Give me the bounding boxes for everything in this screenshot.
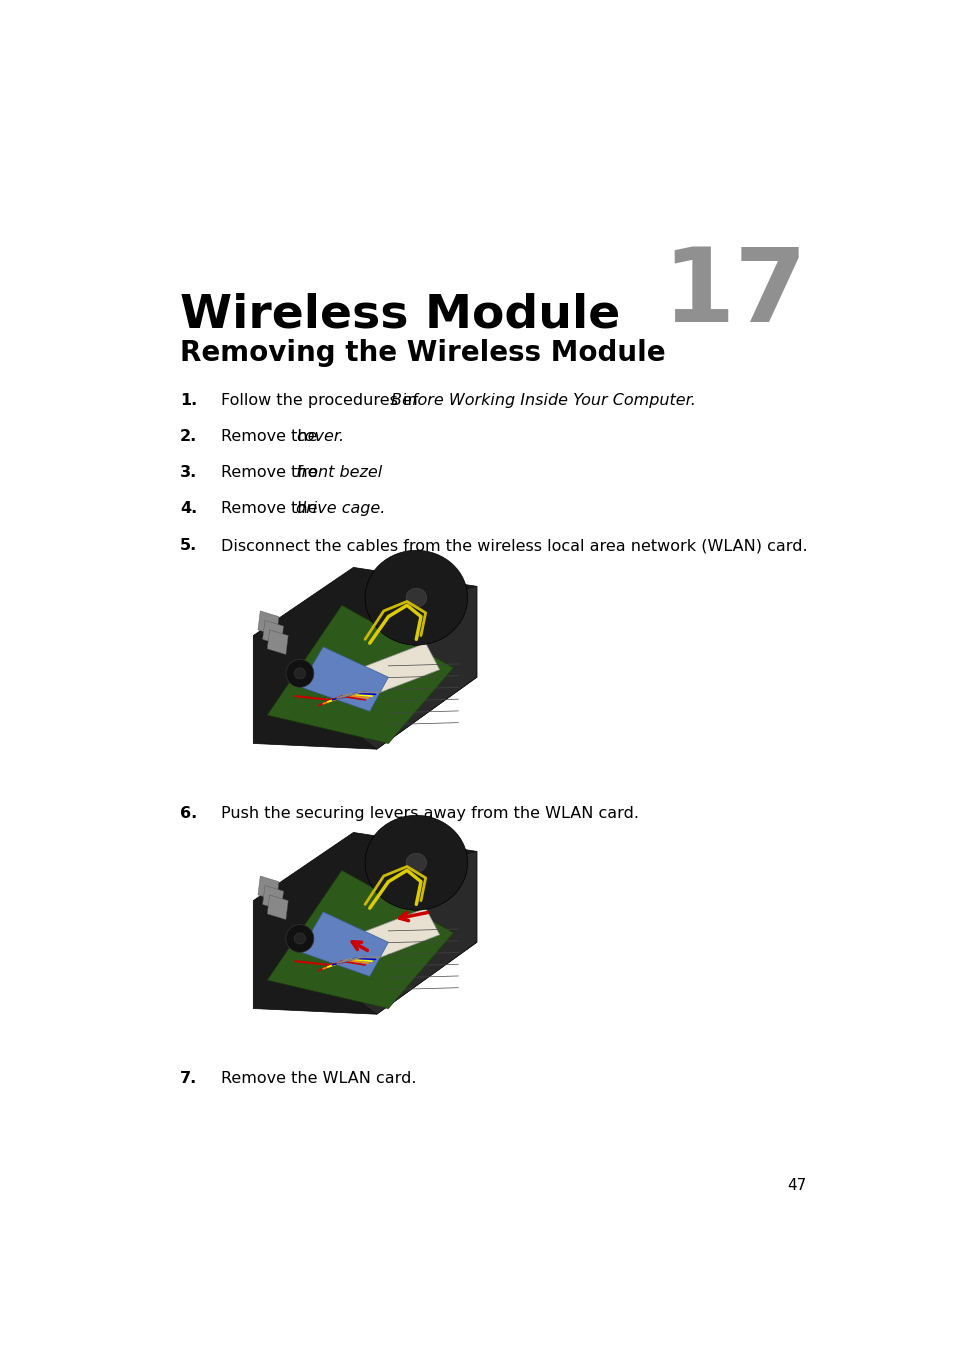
Ellipse shape [365,816,467,910]
Text: 5.: 5. [180,538,197,553]
Polygon shape [267,605,453,743]
Polygon shape [257,876,278,900]
Polygon shape [346,643,439,699]
Text: 6.: 6. [180,806,197,821]
Text: Follow the procedures in: Follow the procedures in [221,393,423,408]
Ellipse shape [406,854,426,873]
Polygon shape [330,586,476,749]
Text: Push the securing levers away from the WLAN card.: Push the securing levers away from the W… [221,806,639,821]
Ellipse shape [365,550,467,645]
Polygon shape [267,870,453,1008]
Text: Remove the: Remove the [221,500,322,515]
Text: Remove the: Remove the [221,464,322,479]
Polygon shape [262,885,283,910]
Text: 17: 17 [661,243,806,344]
Ellipse shape [286,660,314,687]
Text: drive cage.: drive cage. [295,500,385,515]
Text: 1.: 1. [180,393,197,408]
Text: 3.: 3. [180,464,197,479]
Ellipse shape [286,925,314,952]
Ellipse shape [294,668,305,679]
Polygon shape [253,567,476,749]
Text: cover.: cover. [295,429,344,444]
Text: 2.: 2. [180,429,197,444]
Polygon shape [330,851,476,1014]
Polygon shape [267,630,288,654]
Text: 4.: 4. [180,500,197,515]
Text: Wireless Module: Wireless Module [180,292,619,337]
FancyBboxPatch shape [249,564,481,753]
Polygon shape [299,912,388,977]
Polygon shape [267,895,288,919]
Text: Remove the: Remove the [221,429,322,444]
Text: 47: 47 [787,1177,806,1193]
Text: Remove the WLAN card.: Remove the WLAN card. [221,1071,416,1086]
Polygon shape [346,908,439,964]
Text: Disconnect the cables from the wireless local area network (WLAN) card.: Disconnect the cables from the wireless … [221,538,807,553]
Polygon shape [299,647,388,712]
Polygon shape [262,620,283,645]
Ellipse shape [294,933,305,944]
Polygon shape [257,611,278,635]
FancyBboxPatch shape [249,829,481,1018]
Text: front bezel: front bezel [295,464,382,479]
Text: Before Working Inside Your Computer.: Before Working Inside Your Computer. [391,393,696,408]
Text: 7.: 7. [180,1071,197,1086]
Ellipse shape [406,589,426,607]
Polygon shape [253,832,476,1014]
Text: Removing the Wireless Module: Removing the Wireless Module [180,339,665,366]
